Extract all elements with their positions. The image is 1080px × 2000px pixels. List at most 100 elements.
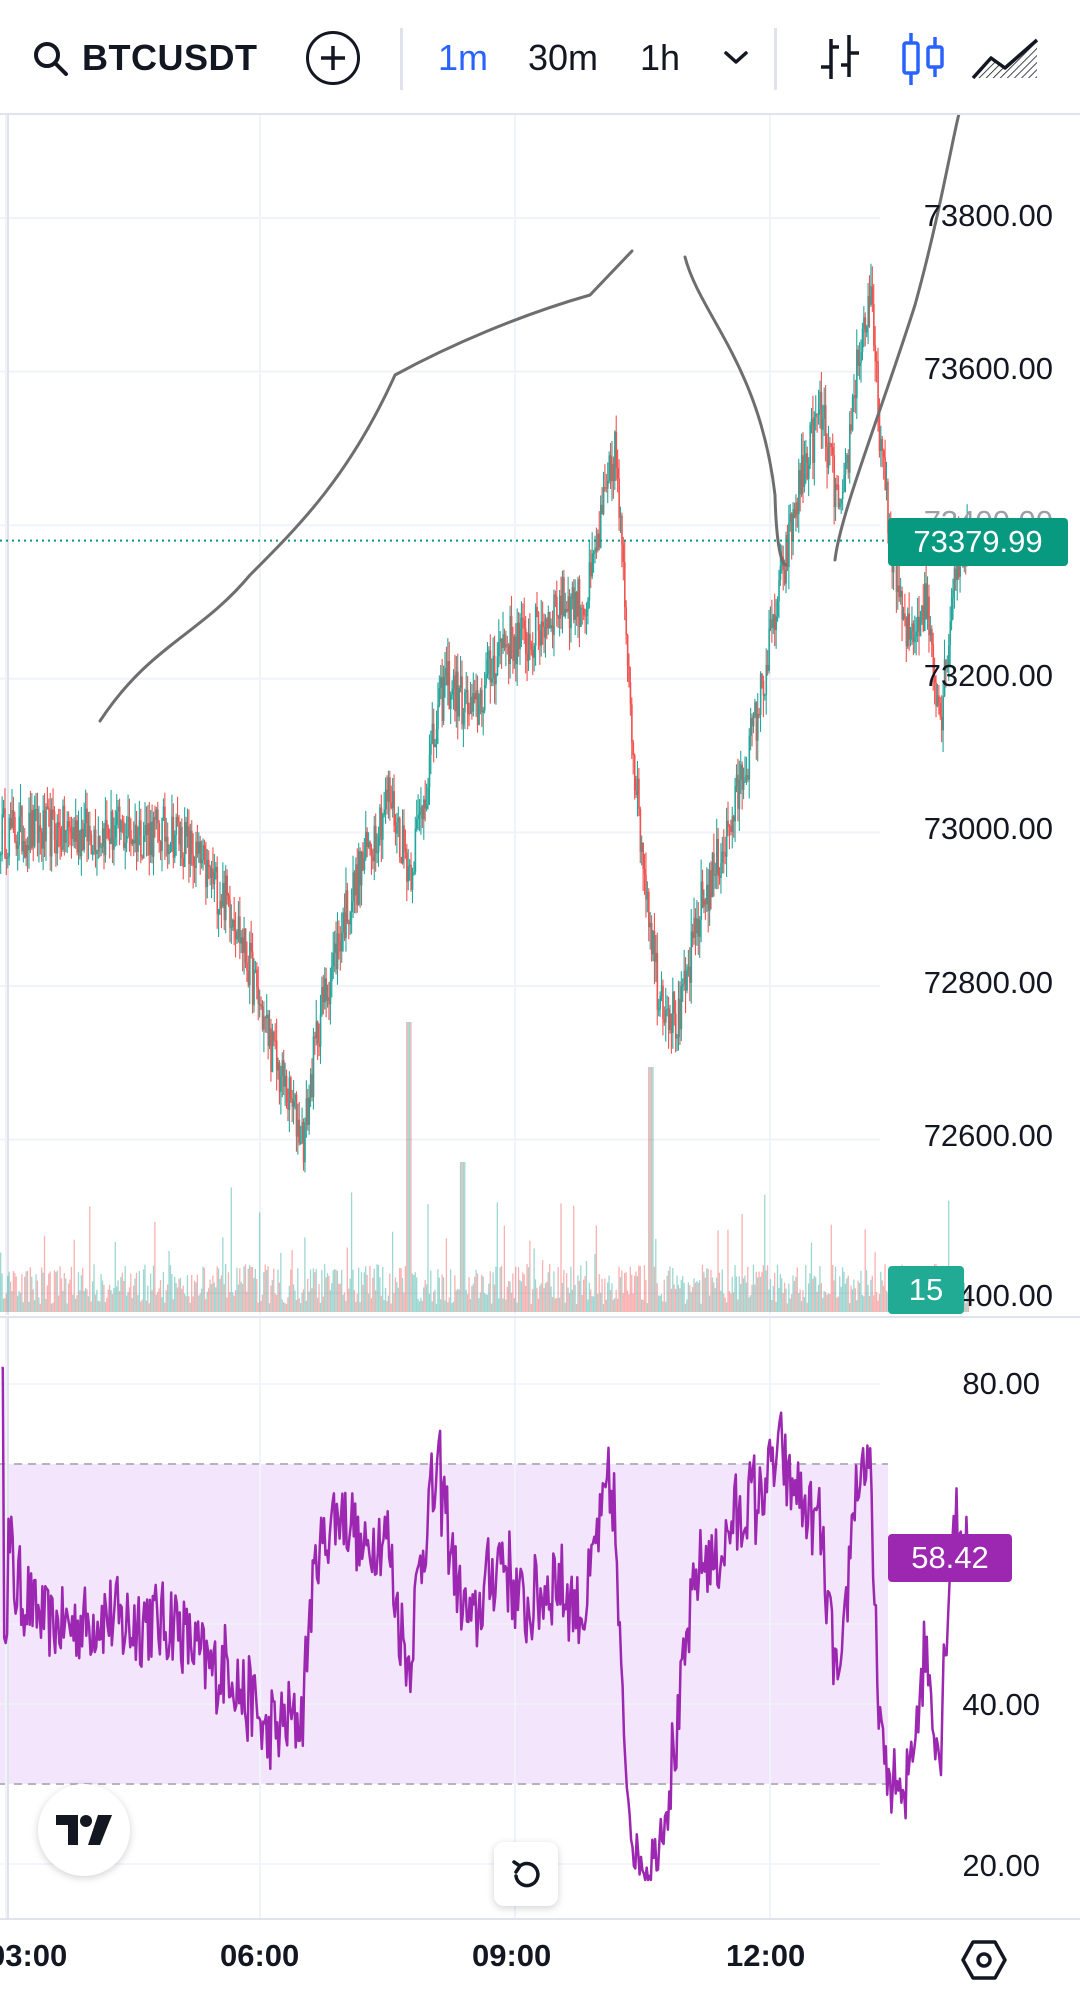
volume-bar bbox=[967, 1291, 970, 1312]
volume-bar bbox=[1, 1273, 3, 1312]
reset-chart-button[interactable] bbox=[494, 1842, 558, 1906]
volume-bar bbox=[114, 1241, 116, 1312]
bars-chart-button[interactable] bbox=[804, 24, 874, 94]
candle-body bbox=[268, 1028, 271, 1046]
volume-bar bbox=[169, 1265, 172, 1312]
volume-bar bbox=[682, 1276, 684, 1312]
pane-divider[interactable] bbox=[0, 1316, 1080, 1318]
candle-body bbox=[332, 952, 335, 967]
volume-bar bbox=[621, 1270, 623, 1312]
volume-bar bbox=[325, 1277, 327, 1312]
candles-chart-button[interactable] bbox=[888, 24, 958, 94]
candle-body bbox=[76, 820, 79, 853]
volume-bar bbox=[70, 1266, 73, 1312]
candle-body bbox=[97, 836, 100, 852]
price-tick: 72800.00 bbox=[923, 965, 1053, 1000]
volume-bar bbox=[333, 1268, 336, 1312]
candle-body bbox=[299, 1142, 302, 1145]
candle-body bbox=[774, 614, 776, 631]
volume-bar bbox=[28, 1301, 30, 1312]
candle-body bbox=[691, 931, 694, 938]
candle-body bbox=[369, 841, 371, 851]
candle-body bbox=[701, 881, 704, 908]
volume-bar bbox=[686, 1299, 688, 1312]
volume-bar bbox=[745, 1282, 748, 1312]
candle-body bbox=[816, 413, 819, 415]
volume-bar bbox=[83, 1290, 85, 1312]
volume-bar bbox=[574, 1284, 576, 1312]
candle-body bbox=[297, 1119, 299, 1137]
candle-body bbox=[861, 328, 864, 352]
volume-bar bbox=[203, 1268, 206, 1312]
volume-bar bbox=[648, 1067, 650, 1312]
candle-body bbox=[943, 659, 946, 697]
tradingview-logo-button[interactable] bbox=[38, 1784, 130, 1876]
chart-settings-button[interactable] bbox=[958, 1936, 1010, 1984]
candle-body bbox=[676, 1037, 678, 1039]
candle-body bbox=[157, 809, 159, 824]
candle-body bbox=[440, 677, 442, 688]
volume-bar bbox=[505, 1299, 507, 1312]
candle-body bbox=[329, 981, 332, 1005]
volume-bar bbox=[823, 1291, 825, 1312]
candle-body bbox=[25, 844, 28, 858]
rsi-chart[interactable] bbox=[0, 1318, 1080, 1918]
candle-body bbox=[945, 659, 947, 668]
candle-body bbox=[785, 535, 787, 584]
volume-bar bbox=[492, 1272, 494, 1312]
volume-bar bbox=[348, 1288, 350, 1312]
volume-bar bbox=[796, 1267, 798, 1312]
volume-bar bbox=[587, 1299, 589, 1312]
candle-body bbox=[155, 809, 158, 820]
candle-body bbox=[710, 870, 712, 898]
volume-bar bbox=[836, 1297, 838, 1312]
volume-bar bbox=[52, 1302, 54, 1312]
volume-bar bbox=[670, 1288, 673, 1312]
area-chart-button[interactable] bbox=[968, 24, 1044, 94]
interval-1h-button[interactable]: 1h bbox=[640, 37, 681, 78]
volume-bar bbox=[9, 1281, 12, 1312]
candle-body bbox=[203, 845, 206, 849]
candle-body bbox=[700, 881, 703, 921]
volume-bar bbox=[871, 1275, 873, 1312]
interval-dropdown-button[interactable] bbox=[718, 30, 754, 86]
symbol-search-button[interactable]: BTCUSDT bbox=[30, 28, 257, 88]
candle-body bbox=[932, 644, 935, 677]
add-symbol-button[interactable] bbox=[306, 31, 360, 85]
candle-body bbox=[834, 484, 837, 508]
candle-body bbox=[506, 644, 509, 646]
candle-body bbox=[616, 468, 619, 479]
volume-bar bbox=[751, 1284, 753, 1312]
volume-bar bbox=[374, 1290, 377, 1312]
volume-bar bbox=[813, 1275, 815, 1312]
candle-body bbox=[950, 597, 953, 622]
volume-bar bbox=[67, 1283, 70, 1312]
volume-bar bbox=[765, 1270, 767, 1312]
volume-bar bbox=[339, 1283, 341, 1312]
candle-body bbox=[258, 1004, 261, 1006]
volume-bar bbox=[616, 1298, 619, 1312]
candle-body bbox=[914, 636, 916, 642]
candle-body bbox=[458, 688, 461, 717]
volume-bar bbox=[693, 1278, 695, 1312]
candle-body bbox=[431, 723, 434, 744]
candle-body bbox=[175, 816, 178, 836]
candlestick-chart[interactable] bbox=[0, 115, 1080, 1315]
candle-body bbox=[674, 1013, 677, 1039]
candle-body bbox=[386, 789, 388, 802]
volume-bar bbox=[786, 1303, 789, 1312]
volume-bar bbox=[607, 1282, 609, 1312]
candle-body bbox=[294, 1094, 296, 1102]
candle-body bbox=[483, 685, 486, 711]
volume-bar bbox=[815, 1277, 817, 1312]
candle-body bbox=[322, 987, 325, 1003]
candle-body bbox=[202, 845, 204, 860]
interval-1m-button[interactable]: 1m bbox=[438, 37, 489, 78]
volume-bar bbox=[179, 1277, 182, 1312]
volume-bar bbox=[411, 1273, 414, 1312]
interval-30m-button[interactable]: 30m bbox=[528, 37, 599, 78]
volume-bar bbox=[24, 1276, 26, 1312]
candle-body bbox=[916, 616, 919, 632]
volume-bar bbox=[427, 1204, 429, 1312]
candle-body bbox=[614, 431, 616, 482]
